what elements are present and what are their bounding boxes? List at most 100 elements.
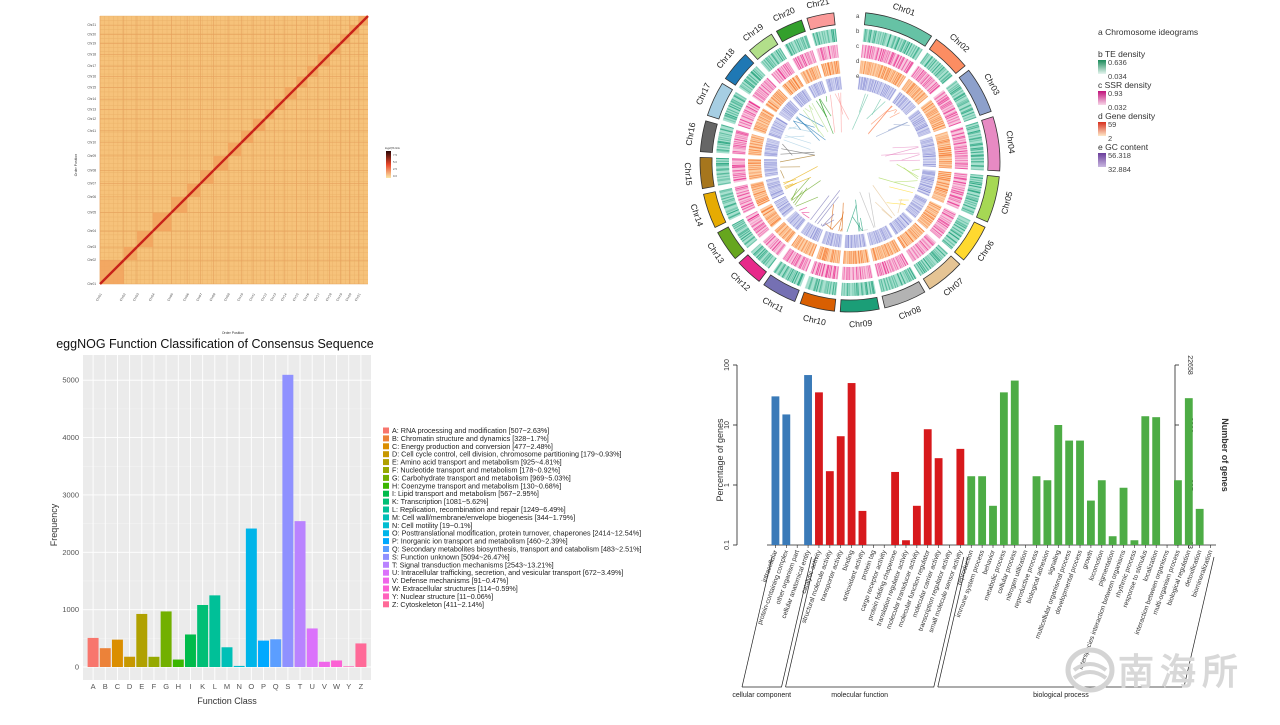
circos-link	[902, 155, 920, 161]
circos-link	[822, 220, 834, 226]
eggnog-legend-swatch	[383, 514, 389, 520]
heatmap-ytick-label: Chr10	[87, 141, 96, 145]
heatmap-ytick-label: Chr07	[87, 182, 96, 186]
eggnog-bar-T	[295, 521, 306, 667]
circos-link	[780, 170, 784, 178]
eggnog-legend-label: Z: Cytoskeleton [411~2.14%]	[392, 600, 484, 609]
go-ytick-label: 0.1	[724, 540, 731, 550]
go-bar	[891, 472, 899, 545]
heatmap-xtick-label: Chr06	[182, 292, 190, 302]
heatmap-ytick-label: Chr05	[87, 211, 96, 215]
go-y2tick-label: 22658	[1186, 355, 1193, 375]
circos-link	[809, 105, 818, 132]
circos-link	[881, 153, 919, 155]
circos-legend-swatch	[1098, 60, 1106, 74]
go-ytick-label: 1	[724, 483, 731, 487]
eggnog-xtick-label: I	[189, 682, 191, 691]
eggnog-legend-swatch	[383, 507, 389, 513]
go-group-label: cellular component	[732, 692, 791, 699]
colorbar-title: log2(IS links)	[385, 146, 400, 150]
circos-link	[820, 99, 831, 116]
eggnog-legend-swatch	[383, 593, 389, 599]
watermark-logo-icon	[1068, 650, 1112, 690]
go-bar	[913, 506, 921, 545]
circos-ideogram-chr21	[807, 13, 835, 30]
heatmap-xtick-label: Chr04	[148, 292, 156, 302]
circos-link	[784, 140, 811, 150]
heatmap-ytick-label: Chr14	[87, 97, 96, 101]
circos-density-stripe	[764, 162, 777, 163]
circos-chromosome-label: Chr20	[771, 5, 796, 24]
eggnog-bar-C	[112, 640, 123, 667]
go-bar	[1033, 476, 1041, 545]
heatmap-xtick-label: Chr03	[132, 292, 140, 302]
go-bar	[837, 436, 845, 545]
eggnog-bar-E	[136, 614, 147, 667]
circos-chromosome-label: Chr19	[741, 21, 766, 43]
heatmap-xtick-label: Chr14	[280, 292, 288, 302]
colorbar-tick-label: 7.5	[393, 153, 397, 157]
circos-chromosome-label: Chr11	[761, 295, 786, 315]
circos-chromosome-label: Chr01	[891, 1, 916, 18]
heatmap-xtick-label: Chr02	[119, 292, 127, 302]
go-group-label: molecular function	[831, 692, 888, 699]
heatmap-ytick-label: Chr01	[87, 282, 96, 286]
eggnog-legend-swatch	[383, 475, 389, 481]
heatmap-xtick-label: Chr08	[209, 292, 217, 302]
go-bar	[1098, 480, 1106, 545]
circos-link	[894, 110, 897, 114]
heatmap-colorbar: log2(IS links) 7.55.02.50.0	[385, 146, 400, 178]
circos-ideogram-chr04	[982, 117, 1000, 171]
hic-heatmap: Chr01 Chr02 Chr03 Chr04 Chr05 Chr06 Chr07 Chr08…	[0, 0, 400, 340]
circos-track-letter: a	[856, 14, 860, 20]
circos-link	[889, 187, 913, 193]
heatmap-ytick-label: Chr12	[87, 117, 96, 121]
go-bar	[978, 476, 986, 545]
eggnog-ylabel: Frequency	[49, 503, 59, 546]
eggnog-legend-swatch	[383, 538, 389, 544]
go-bar	[1174, 480, 1182, 545]
eggnog-xtick-label: G	[163, 682, 169, 691]
circos-link	[893, 147, 919, 148]
go-bar	[1087, 501, 1095, 545]
circos-density-stripe	[732, 163, 745, 164]
circos-link	[904, 168, 918, 179]
eggnog-legend-swatch	[383, 443, 389, 449]
eggnog-bar-P	[258, 641, 269, 667]
eggnog-xtick-label: S	[285, 682, 290, 691]
heatmap-xtick-label: Chr11	[248, 292, 256, 302]
circos-legend-min: 32.884	[1108, 165, 1131, 174]
eggnog-bar-K	[197, 605, 208, 667]
eggnog-legend-swatch	[383, 467, 389, 473]
go-bar	[826, 471, 834, 545]
circos-link	[816, 101, 827, 117]
go-bar	[1054, 425, 1062, 545]
eggnog-chart-panel: eggNOG Function Classification of Consen…	[0, 335, 680, 720]
eggnog-xtick-label: H	[176, 682, 181, 691]
circos-legend-swatch	[1098, 122, 1106, 136]
go-bar	[1043, 480, 1051, 545]
eggnog-bar-Q	[270, 639, 281, 667]
go-bar	[815, 392, 823, 545]
circos-link	[875, 202, 892, 218]
colorbar-tick-label: 2.5	[393, 167, 397, 171]
circos-chromosome-label: Chr05	[999, 190, 1015, 215]
circos-density-stripe	[748, 162, 761, 163]
circos-legend-max: 59	[1108, 120, 1116, 129]
heatmap-ytick-label: Chr19	[87, 42, 96, 46]
hic-heatmap-panel: Chr01 Chr02 Chr03 Chr04 Chr05 Chr06 Chr07 Chr08…	[0, 0, 400, 340]
eggnog-legend-swatch	[383, 522, 389, 528]
heatmap-xtick-label: Chr21	[354, 292, 362, 302]
circos-link	[847, 205, 856, 232]
circos-link	[805, 108, 810, 111]
eggnog-xlabel: Function Class	[197, 696, 257, 706]
watermark: 南海所	[1060, 630, 1260, 710]
circos-density-stripe	[955, 162, 968, 163]
eggnog-legend-swatch	[383, 570, 389, 576]
circos-link	[835, 94, 849, 120]
circos-density-stripe	[971, 161, 984, 162]
circos-link	[797, 117, 820, 141]
eggnog-bar-V	[319, 662, 330, 667]
go-bar	[956, 449, 964, 545]
